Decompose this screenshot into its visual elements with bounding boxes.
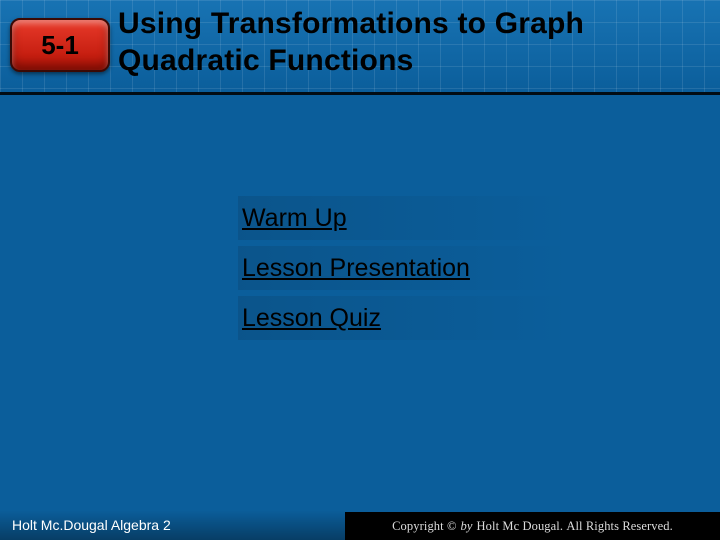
copyright-suffix: All Rights Reserved. [566, 519, 673, 534]
page-title: Using Transformations to Graph Quadratic… [118, 6, 712, 79]
lesson-quiz-link[interactable]: Lesson Quiz [242, 304, 381, 333]
list-item: Lesson Presentation [238, 246, 568, 290]
title-line-1: Using Transformations to Graph [118, 7, 584, 40]
list-item: Lesson Quiz [238, 296, 568, 340]
footer-right: Copyright © by Holt Mc Dougal. All Right… [345, 512, 720, 540]
footer-left: Holt Mc.Dougal Algebra 2 [0, 510, 345, 540]
copyright-prefix: Copyright © [392, 519, 456, 534]
slide: 5-1 Using Transformations to Graph Quadr… [0, 0, 720, 540]
copyright-publisher: Holt Mc Dougal. [477, 519, 564, 534]
link-list: Warm Up Lesson Presentation Lesson Quiz [238, 196, 568, 340]
copyright-by: by [461, 519, 473, 534]
title-line-2: Quadratic Functions [118, 44, 414, 77]
lesson-badge: 5-1 [10, 18, 110, 72]
warm-up-link[interactable]: Warm Up [242, 204, 347, 233]
list-item: Warm Up [238, 196, 568, 240]
lesson-number: 5-1 [41, 30, 79, 60]
lesson-presentation-link[interactable]: Lesson Presentation [242, 254, 470, 283]
textbook-name: Holt Mc.Dougal Algebra 2 [12, 517, 171, 533]
